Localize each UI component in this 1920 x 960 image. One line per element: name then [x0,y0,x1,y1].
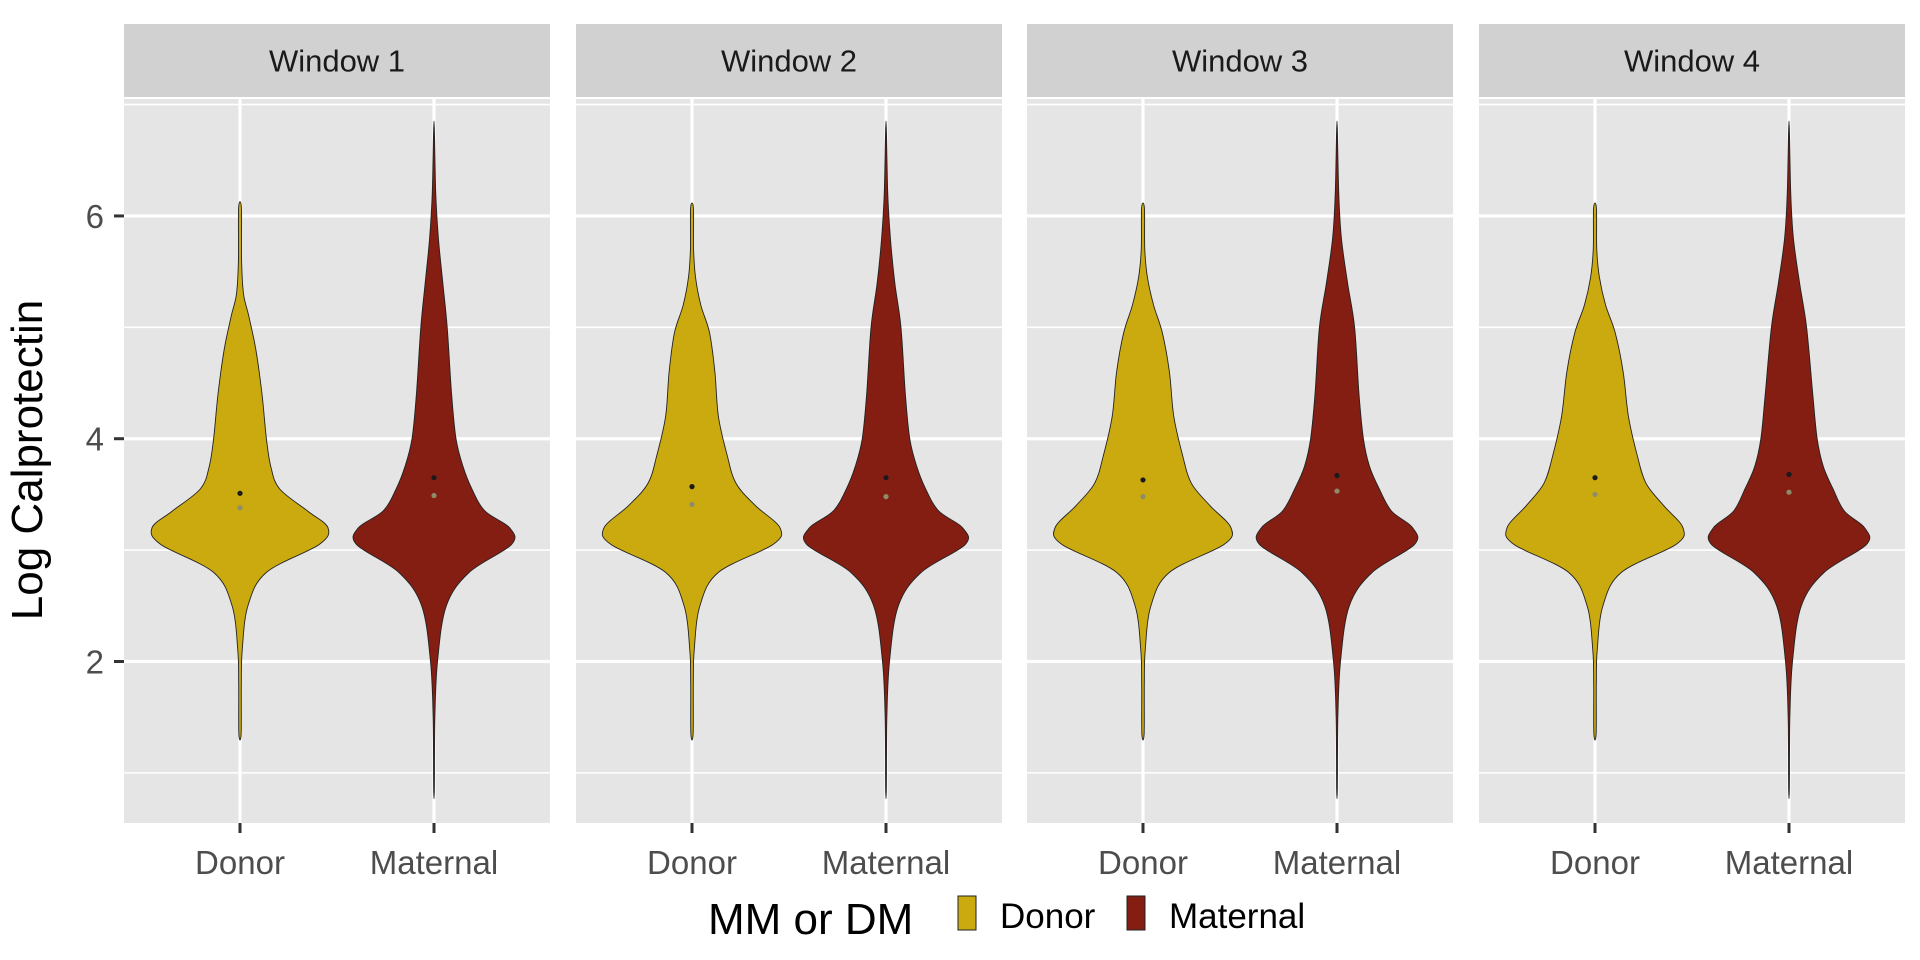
x-tick-label: Donor [1098,844,1188,881]
facet-panel: Window 3 Donor Maternal [1027,24,1453,881]
panel-background [1027,99,1453,823]
violin-donor [1053,202,1233,741]
x-tick-label: Donor [647,844,737,881]
mean-point [1334,472,1340,479]
panel-background [576,99,1002,823]
facet-label: Window 3 [1172,44,1308,79]
median-point [1140,494,1146,500]
legend-key-maternal [1126,895,1146,931]
legend-label: Maternal [1169,897,1305,936]
median-point [1334,488,1340,494]
median-point [1786,489,1792,495]
violin-donor [601,202,783,741]
panel-background [1479,99,1905,823]
facet-panel: Window 2 Donor Maternal [576,24,1002,881]
median-point [1592,491,1598,498]
violin-donor [1505,202,1685,741]
mean-point [237,490,243,496]
legend: MM or DM Donor Maternal [708,895,1305,944]
mean-point [883,475,889,481]
legend-title: MM or DM [708,895,913,944]
x-tick-label: Donor [1550,844,1640,881]
facet-label: Window 4 [1624,44,1760,79]
mean-point [1786,471,1792,477]
y-axis-title: Log Calprotectin [3,300,52,620]
x-tick-label: Maternal [822,844,950,881]
legend-key-donor [957,895,977,931]
facet-label: Window 2 [721,44,857,79]
facet-panel: Window 4 Donor Maternal [1479,24,1905,881]
x-tick-label: Maternal [370,844,498,881]
median-point [431,492,437,499]
mean-point [689,484,695,490]
facet-strip [1027,24,1453,97]
panel-background [124,99,550,823]
x-tick-label: Donor [195,844,285,881]
legend-items: Donor Maternal [957,895,1305,936]
facet-strip [124,24,550,97]
legend-label: Donor [1000,897,1096,936]
facet-strip [1479,24,1905,97]
median-point [237,505,243,511]
median-point [689,501,695,508]
violin-donor [150,201,330,741]
facet-panels: Window 1 Donor Maternal Window 2 Donor Matern… [124,24,1905,881]
violin-maternal [803,120,969,800]
mean-point [431,475,437,481]
x-tick-label: Maternal [1725,844,1853,881]
y-tick-label: 2 [86,643,104,680]
violin-maternal [1707,120,1871,800]
facet-strip [576,24,1002,97]
y-axis: 2 4 6 [86,198,124,680]
mean-point [1140,477,1146,483]
violin-maternal [1255,120,1419,800]
x-tick-label: Maternal [1273,844,1401,881]
y-tick-label: 4 [86,421,104,458]
mean-point [1592,475,1598,481]
median-point [883,494,889,500]
facet-panel: Window 1 Donor Maternal [124,24,550,881]
facet-label: Window 1 [269,44,405,79]
y-tick-label: 6 [86,198,104,235]
violin-maternal [352,120,516,800]
